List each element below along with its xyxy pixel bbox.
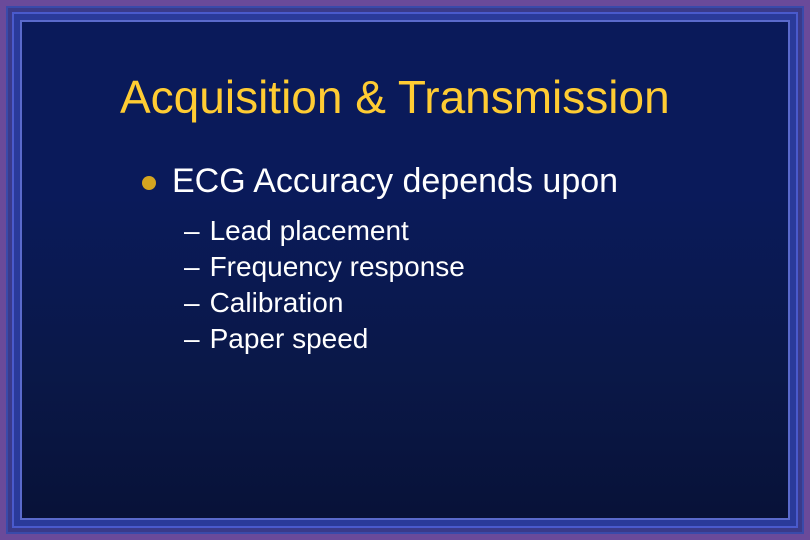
slide-background: Acquisition & Transmission ECG Accuracy … (20, 20, 790, 520)
slide-frame-mid2: Acquisition & Transmission ECG Accuracy … (12, 12, 798, 528)
slide-frame-outer: Acquisition & Transmission ECG Accuracy … (0, 0, 810, 540)
dash-icon: – (184, 323, 200, 355)
list-item: – Lead placement (184, 215, 788, 247)
bullet-disc-icon (142, 176, 156, 190)
dash-icon: – (184, 215, 200, 247)
list-item: – Calibration (184, 287, 788, 319)
list-item: – Paper speed (184, 323, 788, 355)
level2-text: Frequency response (210, 251, 465, 283)
level2-text: Lead placement (210, 215, 409, 247)
level1-text: ECG Accuracy depends upon (172, 162, 618, 201)
level2-text: Calibration (210, 287, 344, 319)
level2-text: Paper speed (210, 323, 369, 355)
sublist: – Lead placement – Frequency response – … (142, 215, 788, 355)
slide-title: Acquisition & Transmission (22, 70, 788, 124)
slide-content: Acquisition & Transmission ECG Accuracy … (22, 22, 788, 518)
dash-icon: – (184, 251, 200, 283)
dash-icon: – (184, 287, 200, 319)
slide-frame-mid1: Acquisition & Transmission ECG Accuracy … (6, 6, 804, 534)
bullet-level1: ECG Accuracy depends upon (142, 162, 788, 201)
slide-body: ECG Accuracy depends upon – Lead placeme… (22, 124, 788, 355)
list-item: – Frequency response (184, 251, 788, 283)
